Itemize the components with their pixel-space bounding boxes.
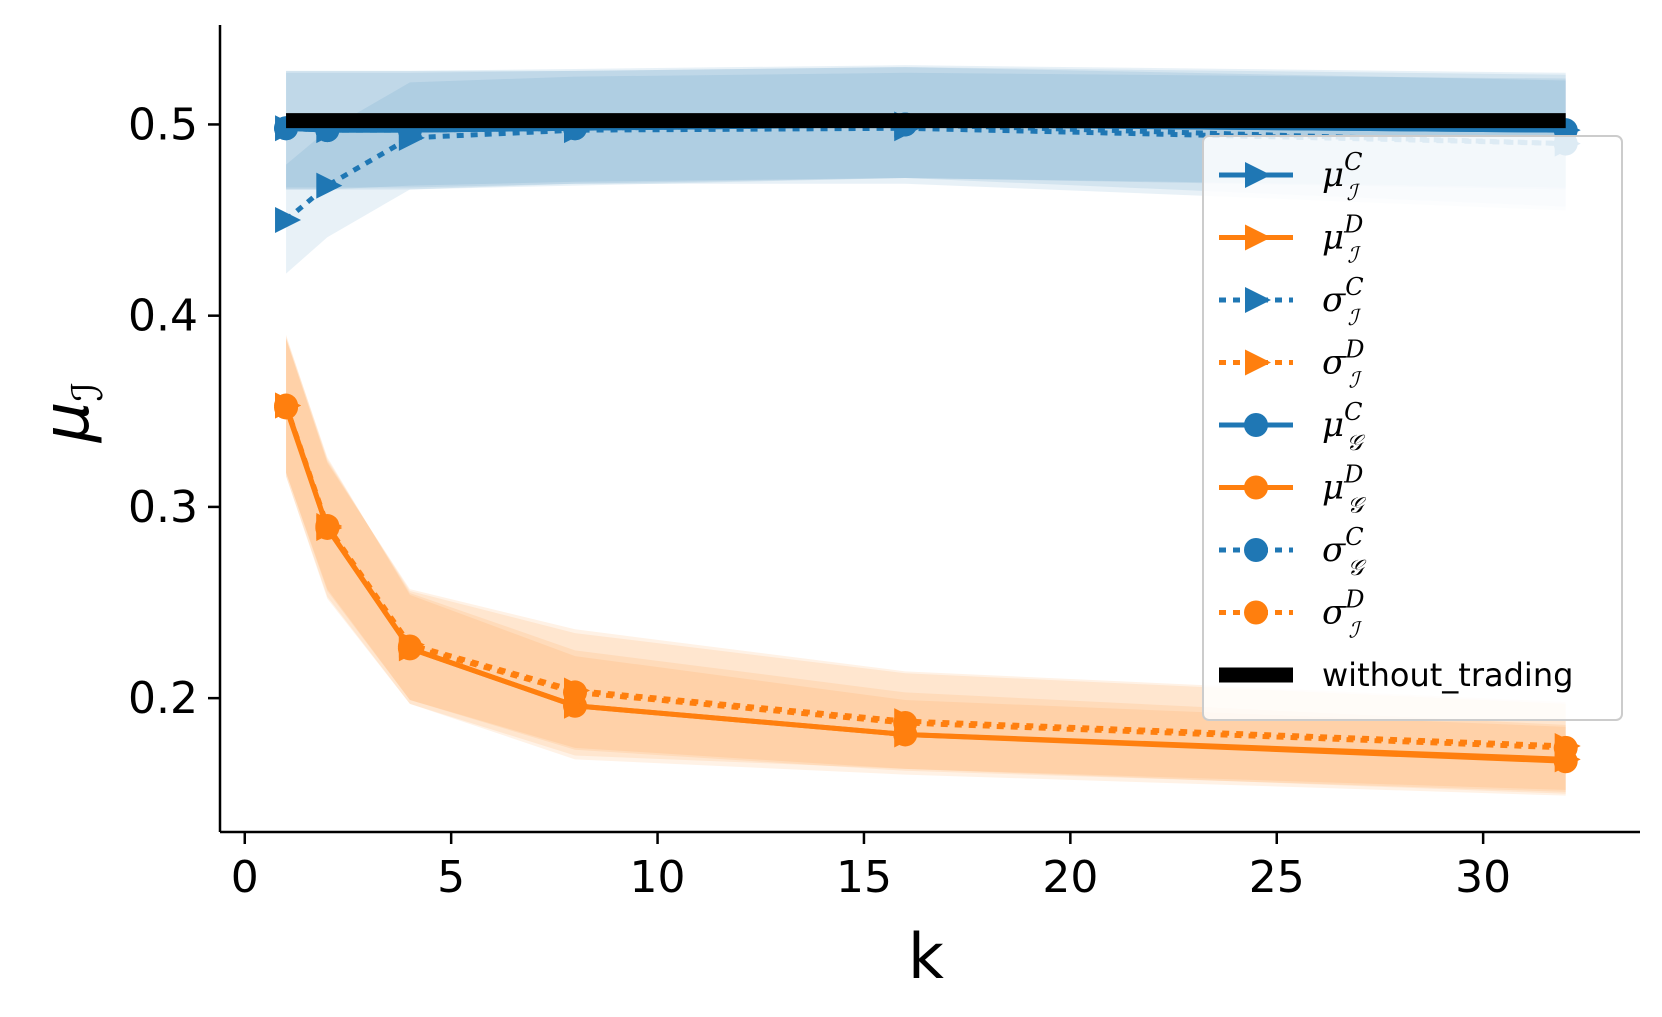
- x-tick-label: 10: [630, 852, 686, 903]
- data-point: [315, 514, 340, 539]
- x-tick-label: 20: [1042, 852, 1098, 903]
- confidence-band: [286, 338, 1566, 792]
- data-point: [397, 634, 422, 659]
- x-ticks: 0 5 10 15 20 25 30: [231, 832, 1511, 903]
- y-tick-label: 0.3: [128, 482, 198, 533]
- legend-item: μC 𝒢: [1219, 398, 1365, 456]
- legend-item: without_trading: [1219, 656, 1573, 694]
- legend-marker: [1244, 600, 1268, 625]
- y-ticks: 0.2 0.3 0.4 0.5: [128, 99, 220, 724]
- x-tick-label: 15: [836, 852, 892, 903]
- y-tick-label: 0.4: [128, 291, 198, 342]
- legend-label: μC 𝒢: [1322, 398, 1365, 456]
- legend-label: σC 𝒢: [1322, 523, 1367, 581]
- series-line: [283, 406, 1566, 764]
- x-tick-label: 25: [1249, 852, 1305, 903]
- legend-marker: [1245, 287, 1271, 313]
- legend-marker: [1245, 162, 1271, 188]
- data-point: [316, 172, 343, 199]
- legend-label: σC ℐ: [1322, 273, 1364, 331]
- confidence-band: [286, 334, 1566, 796]
- legend-label: μD 𝒢: [1322, 461, 1366, 519]
- x-tick-label: 30: [1455, 852, 1511, 903]
- legend-item: σC 𝒢: [1219, 523, 1367, 581]
- confidence-band: [286, 338, 1566, 790]
- legend-box: [1202, 135, 1623, 721]
- x-tick-label: 0: [231, 852, 259, 903]
- svg-text:μℐ: μℐ: [30, 382, 112, 443]
- series-7: [274, 393, 1578, 760]
- y-tick-label: 0.2: [128, 673, 198, 724]
- data-point: [563, 680, 587, 705]
- confidence-band: [286, 336, 1566, 794]
- data-point: [1553, 735, 1578, 760]
- legend-marker: [1245, 224, 1271, 251]
- legend-marker: [1244, 538, 1268, 562]
- y-tick-label: 0.5: [128, 99, 198, 150]
- legend-marker: [1245, 349, 1271, 376]
- series-line: [283, 404, 1566, 751]
- data-point: [893, 710, 918, 735]
- y-axis-title-sub: ℐ: [63, 382, 112, 402]
- x-axis-title: k: [908, 920, 944, 993]
- data-point: [274, 393, 299, 418]
- x-tick-label: 5: [437, 852, 465, 903]
- legend-marker: [1244, 413, 1268, 437]
- y-axis-title: μℐ: [30, 382, 112, 443]
- data-point: [275, 207, 302, 234]
- legend-item: μD 𝒢: [1219, 461, 1366, 519]
- legend-item: σC ℐ: [1219, 273, 1364, 331]
- y-axis-title-base: μ: [30, 402, 104, 444]
- legend-label: without_trading: [1322, 656, 1573, 694]
- legend-marker: [1244, 475, 1268, 500]
